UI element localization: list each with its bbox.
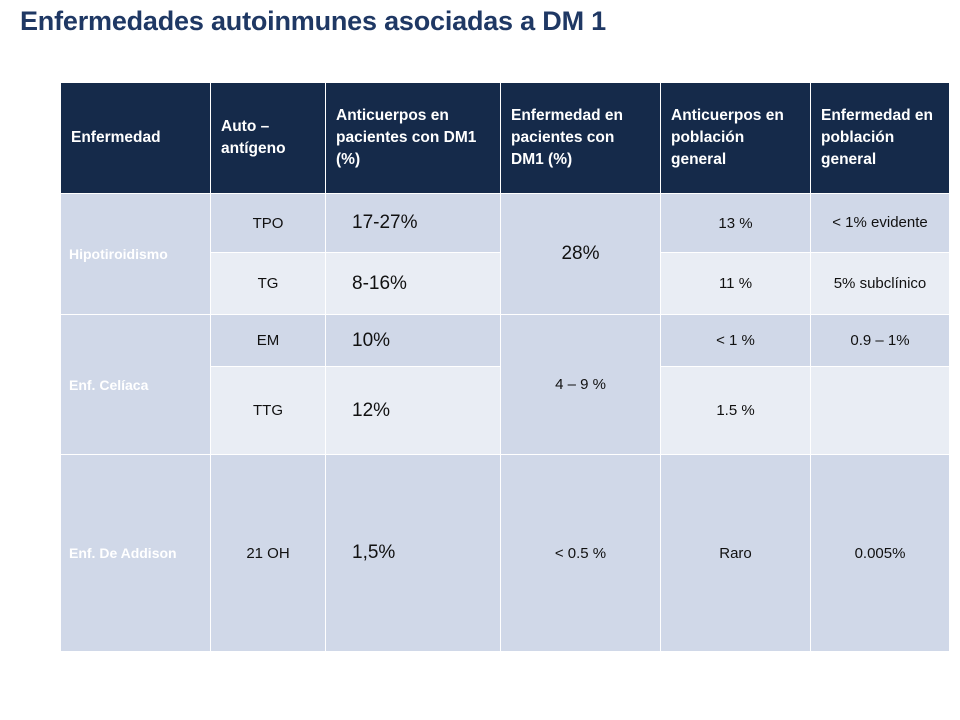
antibodies-dm1-cell: 17-27% [325,193,501,253]
table-row: TG 8-16% 11 % 5% subclínico [61,252,950,315]
antigen-cell: TG [210,252,326,315]
page-title: Enfermedades autoinmunes asociadas a DM … [20,6,606,36]
header-enfermedad-general: Enfermedad en población general [810,82,950,194]
header-auto-antigeno: Auto – antígeno [210,82,326,194]
disease-cell: Enf. De Addison [60,454,211,652]
antibodies-general-cell: Raro [660,454,811,652]
disease-dm1-cell: 4 – 9 % [500,314,661,455]
disease-dm1-cell: < 0.5 % [500,454,661,652]
disease-general-cell: < 1% evidente [810,193,950,253]
disease-cell: Hipotiroidismo [60,193,211,315]
disease-general-cell: 0.005% [810,454,950,652]
table-row: Enf. De Addison 21 OH 1,5% < 0.5 % Raro … [60,454,950,652]
antigen-cell: TTG [210,366,326,455]
table-row: Hipotiroidismo TPO 17-27% 28% 13 % < 1% … [60,193,950,315]
antibodies-general-cell: < 1 % [660,314,811,367]
header-row: Enfermedad Auto – antígeno Anticuerpos e… [60,82,950,194]
header-enfermedad-dm1: Enfermedad en pacientes con DM1 (%) [500,82,661,194]
header-enfermedad: Enfermedad [60,82,211,194]
antigen-cell: 21 OH [210,454,326,652]
disease-cell: Enf. Celíaca [60,314,211,455]
antibodies-general-cell: 11 % [660,252,811,315]
disease-general-cell [810,366,950,455]
table-row: Enf. Celíaca EM 10% 4 – 9 % < 1 % 0.9 – … [60,314,950,455]
antigen-cell: EM [210,314,326,367]
disease-dm1-cell: 28% [500,193,661,315]
antibodies-dm1-cell: 10% [325,314,501,367]
antibodies-dm1-cell: 1,5% [325,454,501,652]
antibodies-general-cell: 1.5 % [660,366,811,455]
header-anticuerpos-general: Anticuerpos en población general [660,82,811,194]
table-row: TTG 12% 1.5 % [61,366,950,455]
autoimmune-table: Enfermedad Auto – antígeno Anticuerpos e… [60,82,950,652]
header-anticuerpos-dm1: Anticuerpos en pacientes con DM1 (%) [325,82,501,194]
antibodies-dm1-cell: 12% [325,366,501,455]
antibodies-dm1-cell: 8-16% [325,252,501,315]
disease-general-cell: 5% subclínico [810,252,950,315]
disease-general-cell: 0.9 – 1% [810,314,950,367]
antigen-cell: TPO [210,193,326,253]
antibodies-general-cell: 13 % [660,193,811,253]
